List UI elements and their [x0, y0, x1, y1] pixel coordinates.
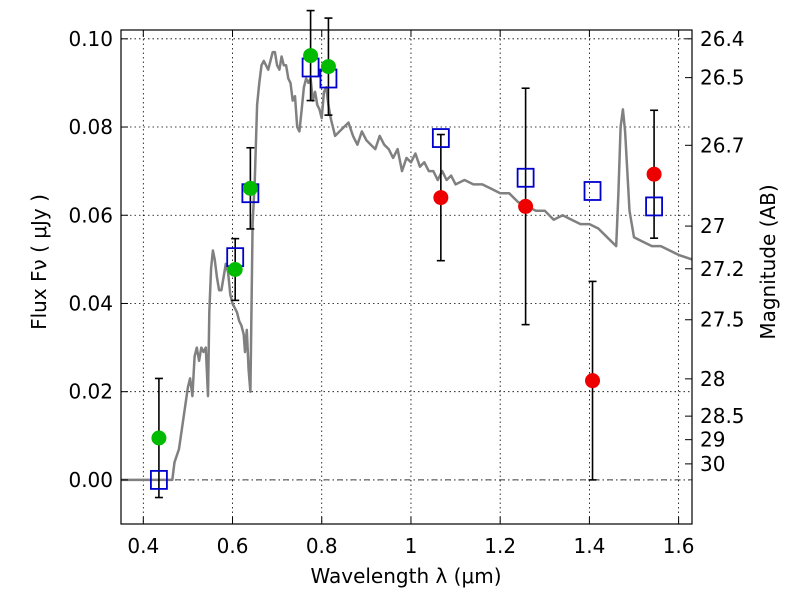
- detection-point: [227, 262, 243, 278]
- x-tick-label: 0.4: [127, 534, 159, 558]
- x-tick-label: 0.8: [306, 534, 338, 558]
- x-tick-label: 1: [405, 534, 418, 558]
- mag-tick-label: 27.5: [700, 308, 745, 332]
- x-tick-label: 0.6: [217, 534, 249, 558]
- mag-tick-label: 26.4: [700, 27, 745, 51]
- upper-limit-point: [518, 198, 534, 214]
- mag-tick-label: 28.5: [700, 404, 745, 428]
- x-tick-label: 1.2: [484, 534, 516, 558]
- upper-limit-point: [585, 373, 601, 389]
- mag-tick-label: 27.2: [700, 257, 745, 281]
- mag-tick-label: 28: [700, 367, 725, 391]
- observed-points-layer: [151, 48, 662, 446]
- plot-frame: [120, 29, 693, 525]
- y-tick-label: 0.08: [68, 115, 113, 139]
- mag-tick-label: 26.5: [700, 66, 745, 90]
- mag-tick-label: 30: [700, 452, 725, 476]
- model-photometry-square: [150, 469, 168, 490]
- y-axis-title: Flux Fν ( μJy ): [27, 194, 51, 330]
- model-photometry-square: [645, 196, 663, 217]
- model-sed-layer: [121, 50, 693, 482]
- model-photometry-square: [431, 128, 450, 148]
- model-photometry-square: [516, 167, 535, 188]
- model-sed-line: [121, 50, 693, 482]
- y-tick-label: 0.10: [68, 27, 113, 51]
- y-tick-label: 0.04: [68, 291, 113, 315]
- mag-tick-label: 27: [700, 214, 725, 238]
- mag-tick-label: 26.7: [700, 133, 745, 157]
- model-photometry-layer: [150, 57, 663, 490]
- upper-limit-point: [433, 190, 449, 206]
- y-tick-label: 0.00: [68, 468, 113, 492]
- tick-label-layer: 0.4 0.6 0.8 1 1.2 1.4 1.6 0.00 0.02 0.04 0.06 0.08 0…: [68, 27, 744, 558]
- y2-axis-title: Magnitude (AB): [756, 184, 780, 339]
- x-tick-label: 1.4: [573, 534, 605, 558]
- mag-tick-label: 29: [700, 428, 725, 452]
- detection-point: [303, 48, 319, 64]
- detection-point: [151, 430, 167, 446]
- upper-limit-point: [646, 166, 662, 182]
- x-axis-title: Wavelength λ (μm): [310, 564, 501, 588]
- model-photometry-square: [583, 181, 602, 201]
- y-tick-label: 0.06: [68, 203, 113, 227]
- tick-layer: [121, 30, 692, 524]
- detection-point: [242, 180, 258, 196]
- x-tick-label: 1.6: [663, 534, 695, 558]
- y-tick-label: 0.02: [68, 380, 113, 404]
- detection-point: [320, 59, 336, 75]
